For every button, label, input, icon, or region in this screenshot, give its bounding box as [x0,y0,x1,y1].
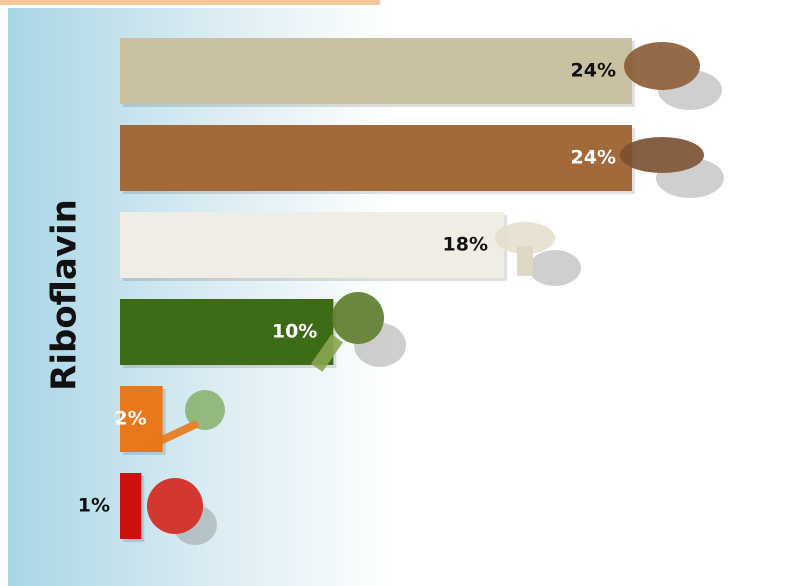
bar [120,125,632,191]
value-label: 24% [571,60,616,82]
value-label: 10% [272,321,317,343]
chart-title: Riboflavin [45,199,85,391]
top-strip [0,0,380,5]
value-label: 1% [78,495,110,517]
bar [120,299,334,365]
bar [120,473,142,539]
food-icons [147,42,724,545]
value-label: 24% [571,147,616,169]
value-label: 2% [114,408,146,430]
value-label: 18% [443,234,488,256]
bar [120,212,504,278]
background-panel [8,8,393,586]
bar [120,38,632,104]
